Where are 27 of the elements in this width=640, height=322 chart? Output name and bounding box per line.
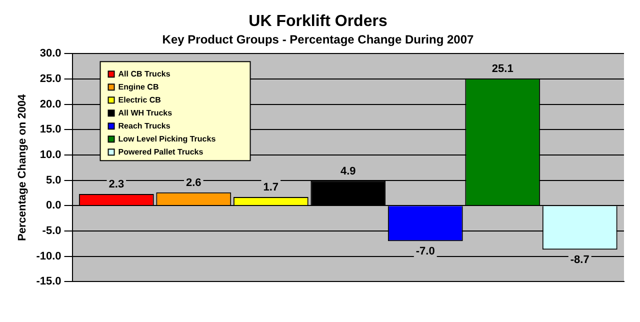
y-tick-label: 0.0 <box>46 200 62 212</box>
y-tick-label: -5.0 <box>42 224 62 237</box>
legend-label: Reach Trucks <box>118 121 171 130</box>
data-label: 4.9 <box>340 165 356 178</box>
chart-title: UK Forklift Orders <box>248 13 388 30</box>
legend-label: All CB Trucks <box>118 69 171 78</box>
data-label: -8.7 <box>570 254 590 266</box>
data-label: 1.7 <box>263 182 279 194</box>
y-tick-label: 30.0 <box>40 48 62 60</box>
chart-subtitle: Key Product Groups - Percentage Change During 2007 <box>162 32 474 47</box>
y-tick-label: -15.0 <box>36 276 62 288</box>
y-tick-label: 15.0 <box>40 124 62 136</box>
y-tick-label: 10.0 <box>40 148 62 161</box>
y-tick-label: -10.0 <box>36 250 62 262</box>
legend-label: Low Level Picking Trucks <box>118 134 216 144</box>
data-label: 2.6 <box>186 176 202 189</box>
y-tick-label: 5.0 <box>46 174 62 186</box>
y-tick-label: 20.0 <box>40 98 62 110</box>
data-label: -7.0 <box>416 246 435 258</box>
legend-label: Engine CB <box>118 82 159 92</box>
legend-label: Electric CB <box>118 95 162 104</box>
y-axis-title: Percentage Change on 2004 <box>16 93 29 241</box>
y-tick-label: 25.0 <box>40 72 62 85</box>
data-label: 2.3 <box>108 178 124 190</box>
legend-label: Powered Pallet Trucks <box>118 147 204 156</box>
legend-label: All WH Trucks <box>118 108 173 118</box>
data-label: 25.1 <box>492 62 514 75</box>
